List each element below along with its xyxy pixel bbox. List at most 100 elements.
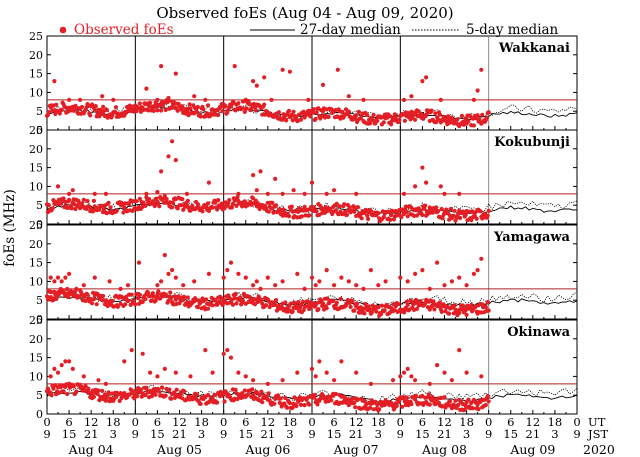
observed-point bbox=[333, 391, 338, 397]
observed-point bbox=[59, 279, 64, 284]
observed-point bbox=[295, 370, 300, 375]
observed-point bbox=[383, 279, 388, 284]
observed-point bbox=[169, 295, 174, 301]
observed-point bbox=[273, 283, 278, 288]
observed-point bbox=[376, 211, 381, 216]
y-tick-label: 15 bbox=[29, 257, 43, 270]
observed-point bbox=[475, 88, 480, 93]
observed-point bbox=[85, 292, 90, 297]
observed-point bbox=[225, 268, 230, 273]
legend-observed-label: Observed foEs bbox=[74, 22, 174, 38]
observed-point bbox=[148, 294, 153, 299]
observed-point bbox=[233, 387, 238, 392]
observed-point bbox=[228, 260, 234, 265]
observed-point bbox=[449, 378, 454, 383]
observed-point bbox=[476, 407, 481, 412]
observed-point bbox=[453, 398, 458, 403]
observed-point bbox=[168, 290, 173, 295]
observed-point bbox=[233, 291, 238, 296]
observed-point bbox=[273, 176, 278, 181]
observed-point bbox=[407, 113, 412, 118]
observed-point bbox=[106, 390, 111, 395]
observed-point bbox=[223, 103, 228, 109]
ut-tick-label: 6 bbox=[154, 415, 161, 429]
ut-tick-label: 6 bbox=[419, 415, 426, 429]
observed-point bbox=[70, 188, 75, 193]
observed-point bbox=[234, 203, 239, 208]
jst-tick-label: 21 bbox=[437, 427, 452, 441]
observed-point bbox=[254, 83, 259, 88]
observed-point bbox=[46, 203, 51, 208]
observed-point bbox=[63, 359, 68, 364]
observed-point bbox=[302, 403, 307, 408]
observed-point bbox=[257, 393, 262, 398]
observed-point bbox=[114, 208, 119, 213]
observed-point bbox=[137, 196, 142, 201]
observed-point bbox=[269, 97, 274, 102]
observed-point bbox=[339, 359, 344, 364]
y-tick-label: 20 bbox=[29, 143, 43, 156]
observed-point bbox=[92, 275, 97, 280]
observed-point bbox=[138, 387, 143, 392]
observed-point bbox=[123, 302, 128, 307]
observed-point bbox=[258, 286, 263, 291]
legend-27day-label: 27-day median bbox=[300, 22, 401, 38]
observed-point bbox=[266, 209, 271, 214]
observed-point bbox=[431, 398, 436, 403]
observed-point bbox=[309, 366, 315, 371]
observed-point bbox=[63, 275, 68, 280]
observed-point bbox=[424, 75, 429, 80]
observed-point bbox=[469, 302, 474, 308]
observed-point bbox=[486, 399, 491, 404]
observed-point bbox=[298, 402, 304, 407]
jst-tick-label: 9 bbox=[132, 427, 139, 441]
observed-point bbox=[458, 215, 463, 221]
observed-point bbox=[89, 391, 94, 396]
observed-point bbox=[103, 298, 108, 303]
observed-point bbox=[314, 110, 319, 115]
observed-point bbox=[285, 405, 290, 410]
observed-point bbox=[81, 283, 86, 288]
observed-point bbox=[401, 191, 407, 196]
observed-point bbox=[188, 106, 193, 111]
observed-point bbox=[317, 359, 322, 364]
observed-point bbox=[281, 207, 286, 212]
observed-point bbox=[258, 169, 263, 174]
observed-point bbox=[274, 298, 279, 303]
observed-point bbox=[324, 268, 329, 273]
observed-point bbox=[236, 370, 241, 375]
observed-point bbox=[111, 97, 116, 102]
observed-point bbox=[176, 294, 181, 299]
observed-point bbox=[367, 306, 373, 312]
observed-point bbox=[137, 292, 142, 297]
observed-point bbox=[205, 392, 211, 398]
observed-point bbox=[291, 109, 296, 114]
observed-point bbox=[153, 298, 158, 303]
observed-point bbox=[477, 117, 482, 122]
observed-point bbox=[206, 180, 211, 185]
observed-point bbox=[122, 359, 127, 364]
observed-point bbox=[262, 75, 267, 80]
jst-tick-label: 9 bbox=[573, 427, 580, 441]
observed-point bbox=[240, 298, 246, 303]
observed-point bbox=[216, 112, 221, 118]
observed-point bbox=[471, 123, 476, 128]
observed-point bbox=[302, 286, 307, 291]
observed-point bbox=[471, 271, 476, 276]
observed-point bbox=[301, 307, 306, 313]
observed-point bbox=[121, 210, 126, 215]
observed-point bbox=[232, 64, 237, 69]
observed-point bbox=[405, 279, 410, 284]
y-tick-label: 10 bbox=[29, 180, 43, 193]
observed-point bbox=[334, 300, 339, 305]
observed-point bbox=[312, 392, 317, 397]
observed-point bbox=[67, 359, 72, 364]
observed-point bbox=[413, 117, 418, 122]
observed-point bbox=[478, 209, 483, 214]
observed-point bbox=[205, 111, 210, 116]
observed-point bbox=[96, 388, 101, 393]
observed-point bbox=[159, 108, 164, 113]
observed-point bbox=[85, 198, 90, 204]
observed-point bbox=[243, 374, 248, 379]
jst-tick-label: 3 bbox=[198, 427, 205, 441]
